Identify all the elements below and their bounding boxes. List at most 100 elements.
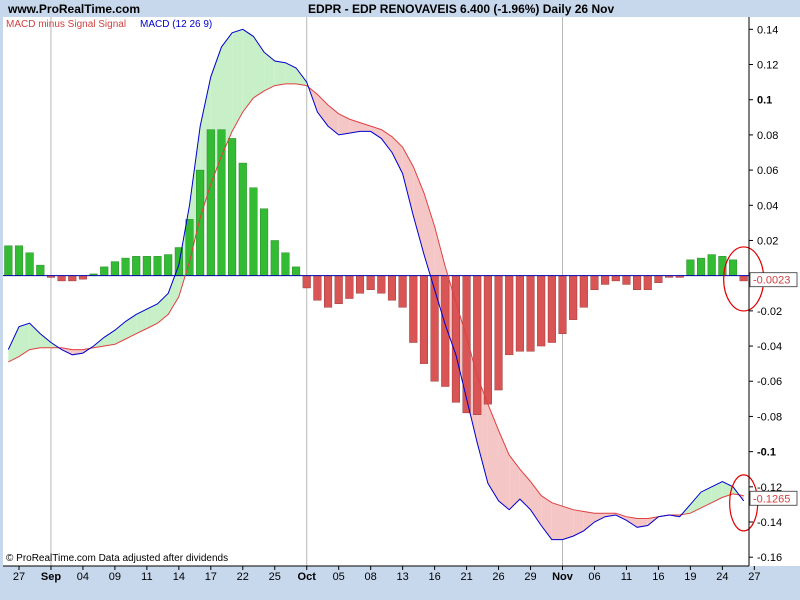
histogram-bar	[78, 275, 87, 280]
fill-segment	[285, 62, 297, 84]
y-tick-label: 0.12	[757, 60, 778, 72]
fill-segment	[72, 349, 83, 355]
fill-segment	[296, 68, 307, 86]
fill-segment	[328, 104, 339, 135]
histogram-bar	[515, 275, 524, 352]
histogram-bar	[707, 254, 716, 276]
fill-segment	[146, 303, 158, 329]
fill-segment	[221, 32, 233, 157]
y-axis: 0.14 0.12 0.1 0.08 0.06 0.04 0.02 -0.02 -0.04 -0.…	[748, 17, 782, 566]
y-tick-label: 0.02	[757, 235, 778, 247]
histogram-bar	[601, 275, 610, 285]
histogram	[4, 129, 748, 415]
histogram-bar	[132, 256, 141, 276]
x-tick-label: 14	[173, 571, 185, 583]
fill-segment	[232, 29, 243, 132]
x-tick-label: Oct	[298, 571, 317, 583]
legend-signal: MACD minus Signal Signal	[6, 19, 126, 30]
fill-segment	[573, 509, 584, 537]
x-tick-label: 11	[621, 571, 632, 583]
fill-segment	[701, 486, 712, 508]
histogram-bar	[324, 275, 333, 308]
signal-line	[8, 83, 744, 519]
histogram-bar	[249, 187, 258, 276]
x-tick-label: 16	[428, 571, 440, 583]
histogram-bar	[526, 275, 535, 352]
price-axis-background	[749, 17, 800, 566]
y-tick-label: -0.04	[757, 341, 782, 353]
x-tick-label: 06	[588, 571, 600, 583]
fill-segment	[274, 60, 286, 86]
y-tick-label: 0.04	[757, 200, 778, 212]
fill-segment	[157, 293, 169, 324]
fill-segment	[637, 518, 648, 528]
histogram-bar	[14, 245, 24, 276]
histogram-bar	[185, 219, 194, 276]
histogram-bar	[366, 275, 375, 290]
fill-segment	[562, 506, 574, 540]
x-tick-label: Sep	[41, 571, 61, 583]
fill-segment	[519, 469, 531, 510]
fill-segment	[423, 192, 435, 290]
histogram-bar	[68, 275, 77, 282]
histogram-bar	[377, 275, 386, 294]
x-tick-label: 05	[333, 571, 345, 583]
histogram-bar	[164, 254, 173, 276]
fill-segment	[104, 330, 115, 347]
histogram-bar	[483, 275, 492, 405]
histogram-bar	[590, 275, 599, 290]
histogram-bar	[558, 275, 567, 334]
histogram-bar	[270, 240, 279, 276]
histogram-bar	[313, 275, 322, 301]
macd-line	[7, 28, 745, 541]
x-tick-label: 29	[524, 571, 536, 583]
y-tick-label: 0.1	[757, 95, 772, 107]
histogram-bar	[153, 256, 162, 276]
x-tick-label: Nov	[552, 571, 574, 583]
plot-background	[3, 17, 749, 566]
histogram-bar	[302, 275, 311, 289]
histogram-bar	[505, 275, 514, 356]
histogram-bar	[622, 275, 631, 285]
x-tick-label: 21	[460, 571, 472, 583]
histogram-bar	[569, 275, 578, 320]
y-tick-label: 0.14	[757, 24, 778, 36]
histogram-bar	[473, 275, 482, 415]
site-name[interactable]: www.ProRealTime.com	[8, 2, 141, 16]
y-tick-label: -0.12	[757, 482, 782, 494]
fill-segment	[136, 309, 147, 334]
fill-segment	[391, 136, 403, 174]
fill-segment	[125, 314, 137, 340]
histogram-bar	[345, 275, 354, 299]
fill-segment	[583, 511, 595, 531]
histogram-bar	[633, 275, 642, 290]
value-badge	[749, 272, 798, 288]
histogram-bar	[430, 275, 439, 382]
fill-segment	[594, 513, 606, 523]
fill-segment	[253, 36, 265, 98]
histogram-bar	[334, 275, 343, 305]
x-tick-label: 27	[13, 571, 25, 583]
value-badge-label: -0.1265	[753, 493, 790, 505]
histogram-bar	[547, 275, 556, 343]
fill-segment	[40, 333, 51, 348]
x-tick-label: 19	[684, 571, 696, 583]
histogram-bar	[228, 138, 237, 276]
histogram-bar	[494, 275, 503, 391]
y-tick-label: -0.08	[757, 411, 782, 423]
histogram-bar	[25, 252, 34, 276]
histogram-bar	[292, 266, 301, 276]
histogram-bar	[206, 129, 215, 276]
fill-segment	[338, 113, 350, 135]
histogram-bar	[110, 261, 119, 276]
histogram-bar	[100, 266, 109, 276]
histogram-bar	[409, 275, 418, 343]
y-tick-label: 0.08	[757, 130, 778, 142]
histogram-bar	[238, 162, 247, 276]
x-tick-label: 09	[109, 571, 121, 583]
x-axis: 27 Sep 04 09 11 14 17 22 25 Oct 05 08 13 16 21 26 29 Nov 0…	[3, 565, 760, 583]
value-badge	[749, 490, 798, 506]
y-tick-label: -0.1	[757, 447, 776, 459]
